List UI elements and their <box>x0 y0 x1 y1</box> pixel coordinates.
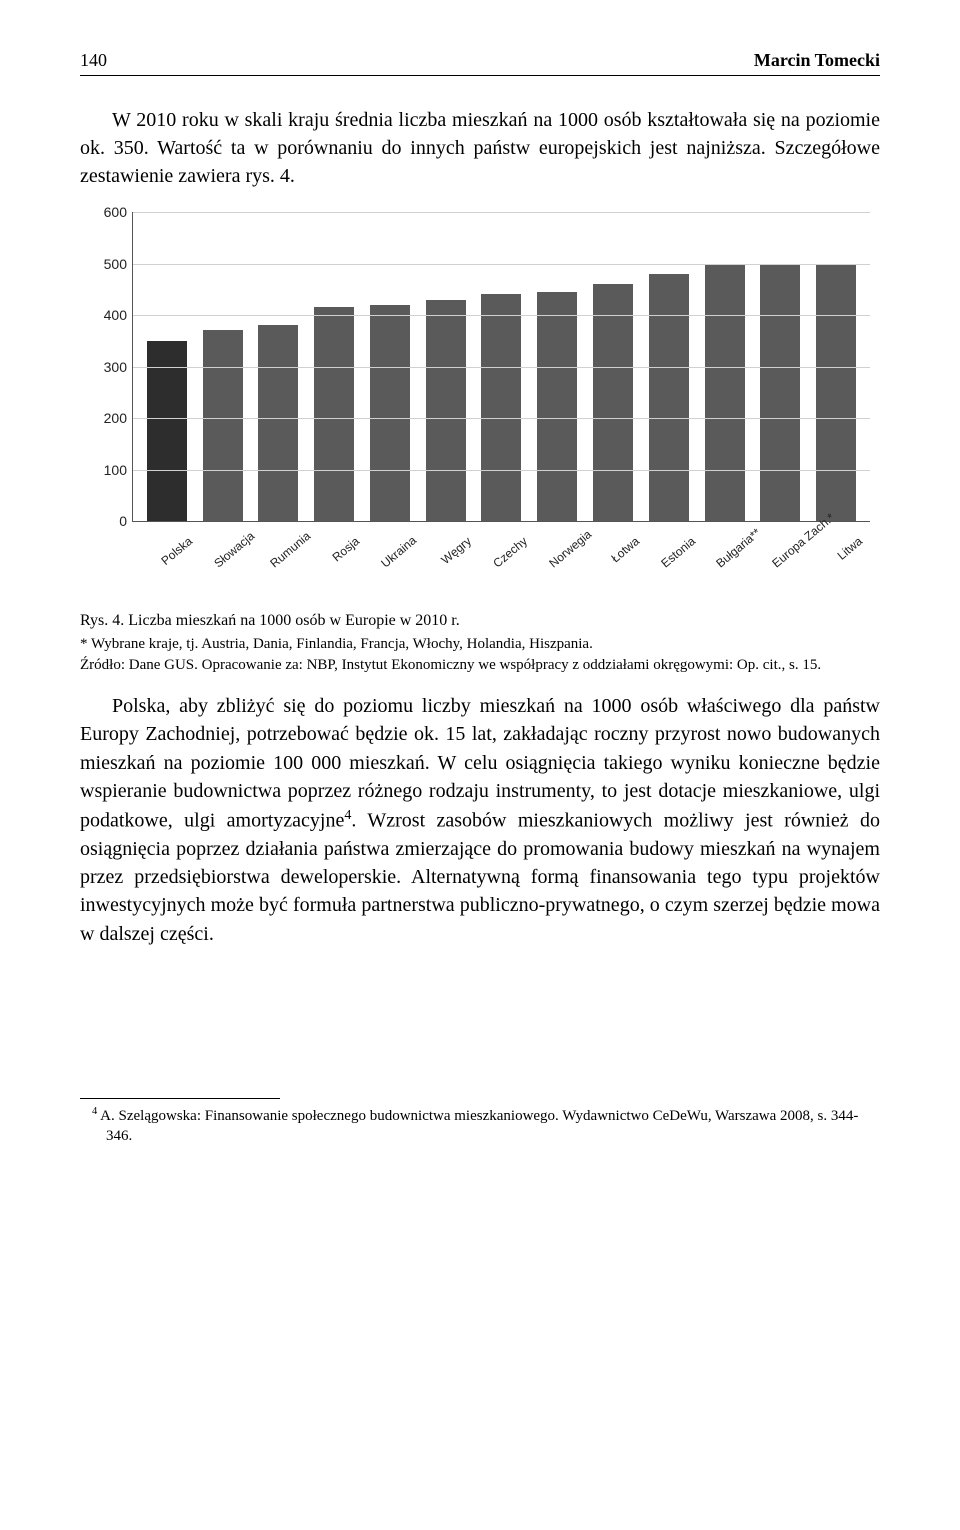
x-axis-labels: PolskaSłowacjaRumuniaRosjaUkrainaWęgryCz… <box>132 530 870 600</box>
bar-s-owacja <box>203 330 243 521</box>
body-paragraph: Polska, aby zbliżyć się do poziomu liczb… <box>80 692 880 948</box>
bar-europa-zach- <box>760 264 800 522</box>
x-label: Polska <box>155 534 231 613</box>
x-label: Czechy <box>490 534 566 613</box>
running-header: 140 Marcin Tomecki <box>80 50 880 76</box>
chart-caption: Rys. 4. Liczba mieszkań na 1000 osób w E… <box>80 612 880 630</box>
x-label: Węgry <box>434 534 510 613</box>
footnote-rule <box>80 1098 280 1099</box>
gridline <box>133 315 870 316</box>
chart-note: * Wybrane kraje, tj. Austria, Dania, Fin… <box>80 636 880 653</box>
y-tick-label: 100 <box>93 462 127 478</box>
x-label: Estonia <box>658 534 734 613</box>
x-label: Rosja <box>323 534 399 613</box>
bar-rosja <box>314 307 354 521</box>
y-tick-label: 500 <box>93 256 127 272</box>
chart-source: Źródło: Dane GUS. Opracowanie za: NBP, I… <box>80 657 880 674</box>
bar-czechy <box>481 294 521 521</box>
x-label: Ukraina <box>379 534 455 613</box>
y-tick-label: 600 <box>93 204 127 220</box>
footnote-4: 4 A. Szelągowska: Finansowanie społeczne… <box>80 1105 880 1146</box>
page-number: 140 <box>80 50 107 71</box>
gridline <box>133 264 870 265</box>
bar-estonia <box>649 274 689 521</box>
bar-ukraina <box>370 305 410 521</box>
x-label: Norwegia <box>546 534 622 613</box>
gridline <box>133 212 870 213</box>
y-tick-label: 300 <box>93 359 127 375</box>
x-label: Bułgaria** <box>714 534 790 613</box>
gridline <box>133 470 870 471</box>
bar-norwegia <box>537 292 577 521</box>
intro-paragraph: W 2010 roku w skali kraju średnia liczba… <box>80 106 880 190</box>
x-label: Słowacja <box>211 534 287 613</box>
y-tick-label: 400 <box>93 307 127 323</box>
x-label: Litwa <box>825 534 901 613</box>
x-label: Łotwa <box>602 534 678 613</box>
author-name: Marcin Tomecki <box>754 50 880 71</box>
x-label: Europa Zach.* <box>770 534 846 613</box>
bar--otwa <box>593 284 633 521</box>
x-label: Rumunia <box>267 534 343 613</box>
y-tick-label: 0 <box>93 513 127 529</box>
chart-container: 0100200300400500600 PolskaSłowacjaRumuni… <box>80 202 880 674</box>
bar-polska <box>147 341 187 521</box>
bar-w-gry <box>426 300 466 521</box>
bar-bu-garia- <box>705 264 745 522</box>
y-tick-label: 200 <box>93 410 127 426</box>
bar-litwa <box>816 264 856 522</box>
plot-area: 0100200300400500600 <box>132 212 870 522</box>
gridline <box>133 418 870 419</box>
bar-chart: 0100200300400500600 PolskaSłowacjaRumuni… <box>80 202 880 542</box>
gridline <box>133 367 870 368</box>
bar-rumunia <box>258 325 298 521</box>
